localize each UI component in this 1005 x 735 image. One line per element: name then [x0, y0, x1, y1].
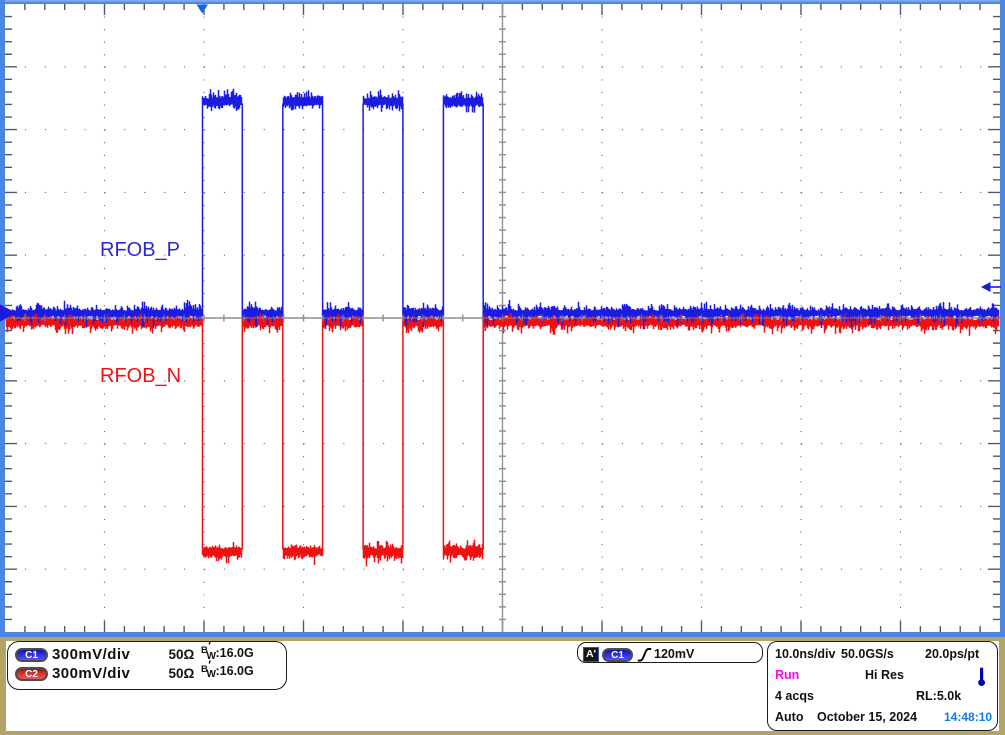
svg-text:RFOB_N: RFOB_N	[100, 365, 181, 387]
svg-text:RFOB_P: RFOB_P	[100, 239, 180, 261]
